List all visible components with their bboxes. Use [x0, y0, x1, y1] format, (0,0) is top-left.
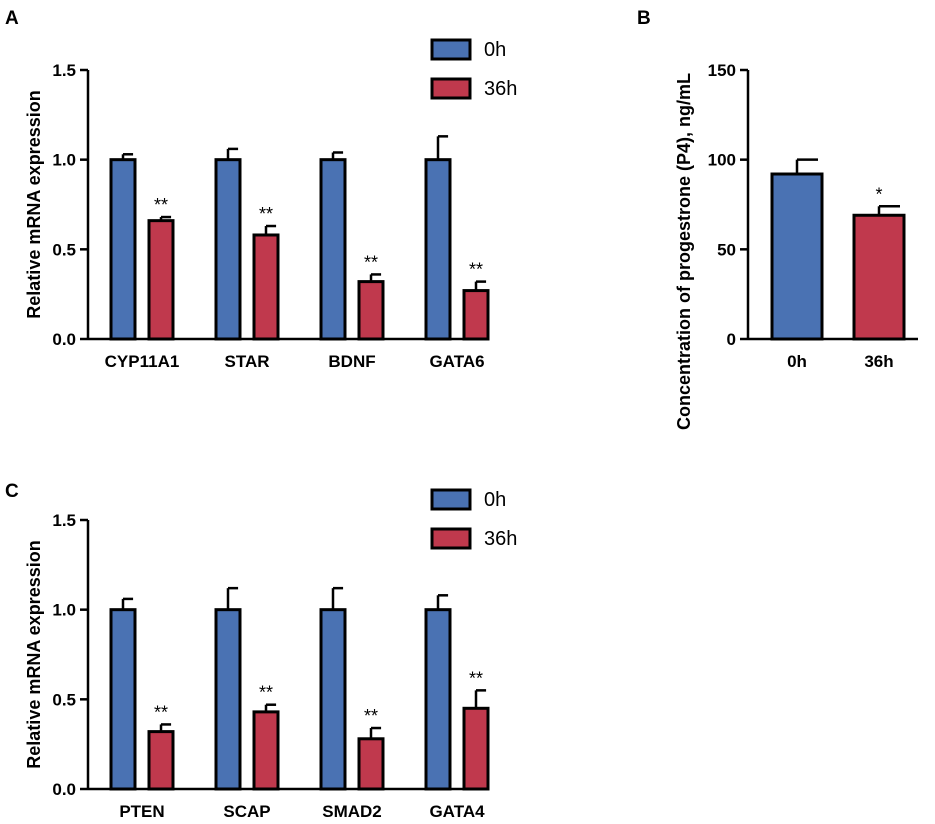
chart-b-y-tick-label: 50 [717, 240, 736, 259]
chart-b-0h-bar [770, 172, 824, 341]
chart-c-y-tick-label: 1.5 [52, 511, 76, 530]
chart-c-y-tick-label: 0.5 [52, 690, 76, 709]
chart-c-legend-swatch-0h [430, 488, 472, 511]
chart-c-significance-label: ** [259, 683, 273, 703]
chart-c-category-label: SMAD2 [322, 802, 382, 821]
chart-c-significance-label: ** [469, 668, 483, 688]
chart-c-y-tick-label: 1.0 [52, 601, 76, 620]
chart-a-category-label: STAR [224, 352, 269, 371]
chart-b-36h-bar [852, 213, 906, 341]
chart-a-significance-label: ** [259, 204, 273, 224]
chart-a-y-tick-label: 1.5 [52, 61, 76, 80]
chart-a-0h-bar [319, 158, 347, 341]
chart-c-0h-bar [424, 608, 452, 791]
chart-a-0h-bar [424, 158, 452, 341]
chart-a-36h-bar [462, 289, 490, 341]
chart-b-category-label: 0h [787, 352, 807, 371]
chart-a-category-label: GATA6 [429, 352, 484, 371]
chart-c-legend-label-36h: 36h [484, 528, 517, 550]
chart-c-36h-bar [462, 706, 490, 791]
chart-c-category-label: GATA4 [429, 802, 485, 821]
chart-b-y-axis-title: Concentration of progestrone (P4), ng/mL [674, 73, 694, 430]
chart-a-36h-bar [252, 233, 280, 341]
chart-a-category-label: CYP11A1 [105, 352, 180, 371]
chart-c-0h-bar [109, 608, 137, 791]
chart-a-36h-bar [147, 219, 175, 341]
chart-b-y-tick-label: 150 [708, 61, 736, 80]
chart-a-0h-bar [214, 158, 242, 341]
chart-a-y-tick-label: 1.0 [52, 151, 76, 170]
chart-c-category-label: PTEN [119, 802, 164, 821]
chart-c-y-tick-label: 0.0 [52, 780, 76, 799]
chart-c-0h-bar [214, 608, 242, 791]
panel-label-a: A [5, 8, 19, 29]
chart-c-36h-bar [357, 737, 385, 791]
chart-c-36h-bar [147, 730, 175, 791]
panel-label-c: C [5, 481, 19, 502]
chart-b-y-tick-label: 0 [727, 330, 736, 349]
chart-b: 0 50 100 150 Concentration of progestrone (P… [674, 61, 918, 430]
chart-c-legend-swatch-36h [430, 527, 472, 550]
chart-b-significance-label: * [875, 184, 882, 204]
chart-c-legend-label-0h: 0h [484, 489, 506, 511]
chart-c-36h-bar [252, 710, 280, 791]
panel-label-b: B [637, 8, 651, 29]
chart-a-significance-label: ** [154, 195, 168, 215]
chart-a-legend-swatch-0h [430, 38, 472, 61]
chart-b-y-tick-label: 100 [708, 151, 736, 170]
chart-a: 0.0 0.5 1.0 1.5 Relative mRNA expression ** CY… [24, 38, 517, 371]
chart-a-significance-label: ** [364, 252, 378, 272]
chart-a-0h-bar [109, 158, 137, 341]
chart-a-significance-label: ** [469, 260, 483, 280]
chart-c-y-axis-title: Relative mRNA expression [24, 540, 44, 768]
chart-b-category-label: 36h [864, 352, 893, 371]
chart-c-significance-label: ** [364, 706, 378, 726]
chart-a-legend-label-36h: 36h [484, 78, 517, 100]
chart-a-legend-label-0h: 0h [484, 39, 506, 61]
chart-a-y-tick-label: 0.5 [52, 240, 76, 259]
chart-c: 0.0 0.5 1.0 1.5 Relative mRNA expression ** PT… [24, 488, 517, 821]
chart-a-category-label: BDNF [328, 352, 375, 371]
chart-c-0h-bar [319, 608, 347, 791]
chart-a-y-axis-title: Relative mRNA expression [24, 90, 44, 318]
chart-a-36h-bar [357, 280, 385, 341]
chart-c-significance-label: ** [154, 702, 168, 722]
chart-c-category-label: SCAP [223, 802, 270, 821]
chart-a-y-tick-label: 0.0 [52, 330, 76, 349]
chart-a-legend-swatch-36h [430, 77, 472, 100]
